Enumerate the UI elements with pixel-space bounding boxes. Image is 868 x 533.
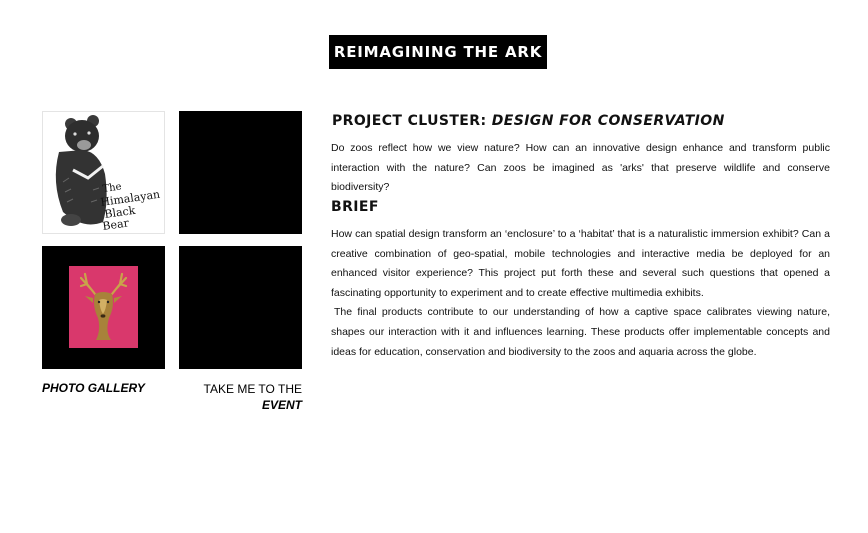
svg-text:Black: Black [104,204,137,221]
brief-paragraph-2: The final products contribute to our und… [331,306,830,358]
event-tile-placeholder[interactable] [179,246,302,369]
event-link-line1: TAKE ME TO THE [203,382,302,396]
svg-text:Bear: Bear [102,216,131,233]
cluster-name: DESIGN FOR CONSERVATION [491,113,725,129]
deer-illustration-tile[interactable] [42,246,165,369]
gallery-tile-placeholder[interactable] [179,111,302,234]
page-title-banner: REIMAGINING THE ARK [329,35,547,69]
take-me-to-event-link[interactable]: TAKE ME TO THE EVENT [180,381,302,413]
brief-paragraph-1: How can spatial design transform an ‘enc… [331,228,830,299]
event-link-line2: EVENT [261,398,302,412]
brief-heading: BRIEF [331,199,379,215]
bear-sketch-image: The Himalayan Black Bear [55,115,161,233]
cluster-label: PROJECT CLUSTER: [332,113,492,129]
svg-text:The: The [102,181,122,195]
brief-body: How can spatial design transform an ‘enc… [331,225,830,362]
photo-gallery-link[interactable]: PHOTO GALLERY [42,381,145,395]
deer-head-icon [79,272,128,340]
bear-illustration-tile[interactable]: The Himalayan Black Bear [42,111,165,234]
project-cluster-heading: PROJECT CLUSTER: DESIGN FOR CONSERVATION [332,113,725,129]
page-title: REIMAGINING THE ARK [333,43,543,61]
deer-card [69,266,138,348]
intro-paragraph: Do zoos reflect how we view nature? How … [331,142,830,194]
